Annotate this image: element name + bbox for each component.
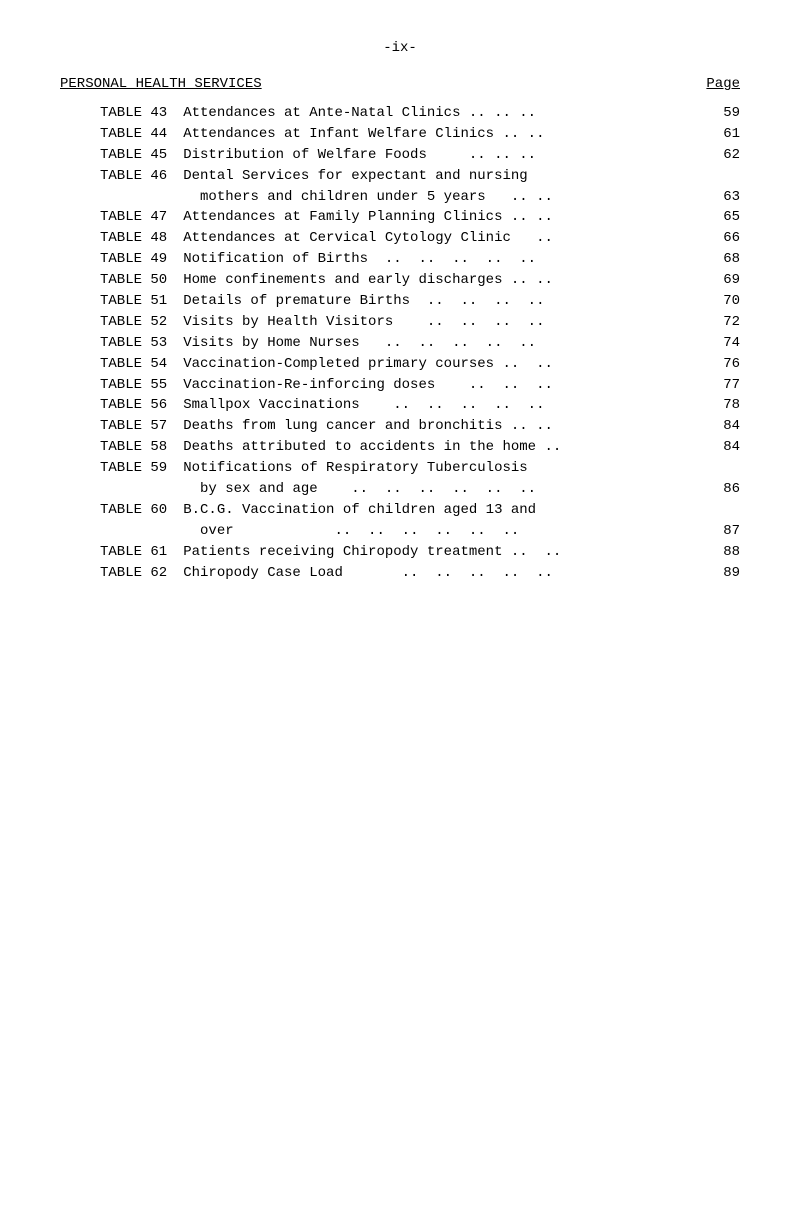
table-label: TABLE 43: [100, 104, 167, 123]
table-row: TABLE 58Deaths attributed to accidents i…: [100, 438, 740, 457]
table-label: TABLE 58: [100, 438, 167, 457]
table-label: TABLE 48: [100, 229, 167, 248]
table-row: TABLE 53Visits by Home Nurses .. .. .. .…: [100, 334, 740, 353]
table-description: Smallpox Vaccinations .. .. .. .. ..: [167, 396, 690, 415]
table-description: Chiropody Case Load .. .. .. .. ..: [167, 564, 690, 583]
table-page-number: 87: [690, 522, 740, 541]
table-page-number: 68: [690, 250, 740, 269]
table-label: TABLE 50: [100, 271, 167, 290]
table-page-number: 84: [690, 417, 740, 436]
table-description: mothers and children under 5 years .. ..: [167, 188, 690, 207]
table-description: Patients receiving Chiropody treatment .…: [167, 543, 690, 562]
table-description: by sex and age .. .. .. .. .. ..: [167, 480, 690, 499]
table-row: TABLE 45Distribution of Welfare Foods ..…: [100, 146, 740, 165]
table-row: TABLE 52Visits by Health Visitors .. .. …: [100, 313, 740, 332]
table-row: TABLE 61Patients receiving Chiropody tre…: [100, 543, 740, 562]
table-row: TABLE 47Attendances at Family Planning C…: [100, 208, 740, 227]
table-description: Attendances at Ante-Natal Clinics .. .. …: [167, 104, 690, 123]
table-description: Attendances at Family Planning Clinics .…: [167, 208, 690, 227]
table-page-number: [690, 167, 740, 186]
table-label: TABLE 62: [100, 564, 167, 583]
table-label: TABLE 49: [100, 250, 167, 269]
table-label: TABLE 60: [100, 501, 167, 520]
table-row: TABLE 49Notification of Births .. .. .. …: [100, 250, 740, 269]
table-page-number: 61: [690, 125, 740, 144]
table-row: TABLE 00 over .. .. .. .. .. ..87: [100, 522, 740, 541]
table-page-number: 66: [690, 229, 740, 248]
table-row: TABLE 00 by sex and age .. .. .. .. .. .…: [100, 480, 740, 499]
table-label: TABLE 45: [100, 146, 167, 165]
table-page-number: 74: [690, 334, 740, 353]
table-description: Visits by Health Visitors .. .. .. ..: [167, 313, 690, 332]
table-row: TABLE 60B.C.G. Vaccination of children a…: [100, 501, 740, 520]
table-row: TABLE 50Home confinements and early disc…: [100, 271, 740, 290]
table-row: TABLE 43Attendances at Ante-Natal Clinic…: [100, 104, 740, 123]
table-description: Deaths from lung cancer and bronchitis .…: [167, 417, 690, 436]
table-row: TABLE 51Details of premature Births .. .…: [100, 292, 740, 311]
table-label: TABLE 47: [100, 208, 167, 227]
table-row: TABLE 57Deaths from lung cancer and bron…: [100, 417, 740, 436]
table-row: TABLE 00 mothers and children under 5 ye…: [100, 188, 740, 207]
header-row: PERSONAL HEALTH SERVICES Page: [60, 76, 740, 92]
table-page-number: 77: [690, 376, 740, 395]
table-page-number: 65: [690, 208, 740, 227]
table-page-number: 78: [690, 396, 740, 415]
table-description: Dental Services for expectant and nursin…: [167, 167, 690, 186]
table-row: TABLE 59Notifications of Respiratory Tub…: [100, 459, 740, 478]
table-label: TABLE 54: [100, 355, 167, 374]
table-page-number: [690, 501, 740, 520]
table-description: Distribution of Welfare Foods .. .. ..: [167, 146, 690, 165]
table-page-number: 69: [690, 271, 740, 290]
table-description: Deaths attributed to accidents in the ho…: [167, 438, 690, 457]
table-page-number: 59: [690, 104, 740, 123]
table-description: Home confinements and early discharges .…: [167, 271, 690, 290]
table-description: over .. .. .. .. .. ..: [167, 522, 690, 541]
table-page-number: 72: [690, 313, 740, 332]
table-row: TABLE 55Vaccination-Re-inforcing doses .…: [100, 376, 740, 395]
table-label: TABLE 61: [100, 543, 167, 562]
table-page-number: 89: [690, 564, 740, 583]
table-description: Vaccination-Re-inforcing doses .. .. ..: [167, 376, 690, 395]
table-description: Notifications of Respiratory Tuberculosi…: [167, 459, 690, 478]
table-label: TABLE 46: [100, 167, 167, 186]
table-page-number: [690, 459, 740, 478]
page-column-header: Page: [706, 76, 740, 92]
table-page-number: 63: [690, 188, 740, 207]
table-description: Attendances at Cervical Cytology Clinic …: [167, 229, 690, 248]
table-label: TABLE 52: [100, 313, 167, 332]
table-label: TABLE 59: [100, 459, 167, 478]
table-page-number: 62: [690, 146, 740, 165]
table-label: TABLE 51: [100, 292, 167, 311]
table-page-number: 86: [690, 480, 740, 499]
table-page-number: 76: [690, 355, 740, 374]
table-row: TABLE 46Dental Services for expectant an…: [100, 167, 740, 186]
table-of-contents: TABLE 43Attendances at Ante-Natal Clinic…: [60, 104, 740, 582]
table-row: TABLE 48Attendances at Cervical Cytology…: [100, 229, 740, 248]
table-row: TABLE 54Vaccination-Completed primary co…: [100, 355, 740, 374]
table-description: B.C.G. Vaccination of children aged 13 a…: [167, 501, 690, 520]
table-description: Details of premature Births .. .. .. ..: [167, 292, 690, 311]
table-description: Vaccination-Completed primary courses ..…: [167, 355, 690, 374]
table-row: TABLE 56Smallpox Vaccinations .. .. .. .…: [100, 396, 740, 415]
table-row: TABLE 44Attendances at Infant Welfare Cl…: [100, 125, 740, 144]
table-label: TABLE 55: [100, 376, 167, 395]
table-description: Attendances at Infant Welfare Clinics ..…: [167, 125, 690, 144]
table-label: TABLE 56: [100, 396, 167, 415]
table-description: Notification of Births .. .. .. .. ..: [167, 250, 690, 269]
section-title: PERSONAL HEALTH SERVICES: [60, 76, 262, 92]
table-page-number: 70: [690, 292, 740, 311]
table-page-number: 88: [690, 543, 740, 562]
page-marker: -ix-: [60, 40, 740, 56]
table-description: Visits by Home Nurses .. .. .. .. ..: [167, 334, 690, 353]
table-label: TABLE 57: [100, 417, 167, 436]
table-label: TABLE 53: [100, 334, 167, 353]
table-row: TABLE 62Chiropody Case Load .. .. .. .. …: [100, 564, 740, 583]
table-label: TABLE 44: [100, 125, 167, 144]
table-page-number: 84: [690, 438, 740, 457]
